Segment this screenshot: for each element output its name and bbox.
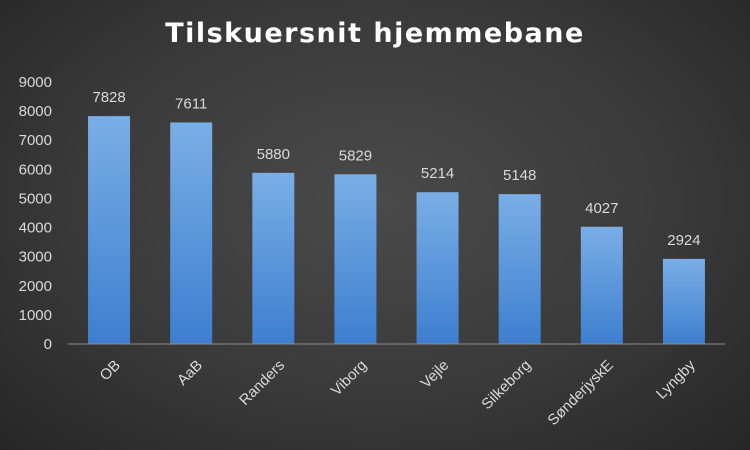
x-tick-label: AaB xyxy=(174,357,206,389)
bar xyxy=(252,172,295,344)
y-tick-label: 4000 xyxy=(19,220,52,237)
data-label: 2924 xyxy=(667,232,700,249)
data-label: 5214 xyxy=(421,165,454,182)
bar xyxy=(170,122,213,344)
bar xyxy=(416,192,459,344)
bar xyxy=(580,226,623,344)
bar-series: 7828 7611 5880 5829 5214 5148 4027 2924 xyxy=(88,89,705,344)
y-tick-label: 3000 xyxy=(19,249,52,266)
y-tick-label: 1000 xyxy=(19,307,52,324)
y-axis: 0 1000 2000 3000 4000 5000 6000 7000 8000 9000 xyxy=(19,74,52,353)
data-label: 5829 xyxy=(339,147,372,164)
data-label: 7611 xyxy=(175,95,207,112)
x-tick-label: SønderjyskE xyxy=(544,357,616,429)
data-label: 4027 xyxy=(585,200,618,217)
y-tick-label: 7000 xyxy=(19,132,52,149)
bar xyxy=(334,174,377,344)
y-tick-label: 6000 xyxy=(19,161,52,178)
x-axis: OB AaB Randers Viborg Vejle Silkeborg Sønderjy… xyxy=(97,356,700,429)
y-tick-label: 9000 xyxy=(19,74,52,91)
bar xyxy=(498,194,541,344)
x-tick-label: Randers xyxy=(236,357,288,409)
bar xyxy=(662,258,705,344)
data-label: 5148 xyxy=(503,167,536,184)
x-tick-label: OB xyxy=(97,357,124,384)
x-tick-label: Viborg xyxy=(328,357,370,399)
y-tick-label: 8000 xyxy=(19,103,52,120)
y-tick-label: 2000 xyxy=(19,278,52,295)
x-tick-label: Lyngby xyxy=(653,356,699,402)
bar xyxy=(88,116,131,344)
x-tick-label: Silkeborg xyxy=(478,357,534,413)
data-label: 5880 xyxy=(257,146,290,163)
chart-title: Tilskuersnit hjemmebane xyxy=(165,18,585,49)
x-tick-label: Vejle xyxy=(417,357,452,392)
y-tick-label: 0 xyxy=(44,336,52,353)
data-label: 7828 xyxy=(92,89,125,106)
y-tick-label: 5000 xyxy=(19,190,52,207)
